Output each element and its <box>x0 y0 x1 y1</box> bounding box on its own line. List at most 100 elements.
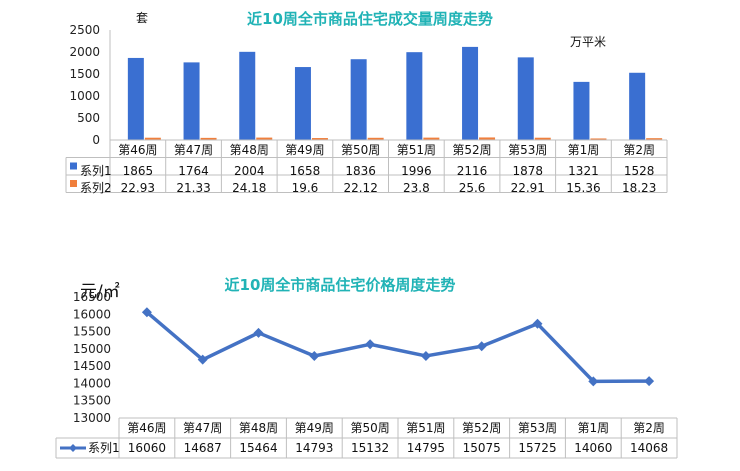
x-tick-label: 第52周 <box>462 421 501 435</box>
chart-title: 近10周全市商品住宅成交量周度走势 <box>247 10 493 28</box>
legend-key-series2 <box>70 180 77 187</box>
y-tick-label: 1500 <box>69 67 100 81</box>
data-label-series1: 1836 <box>345 164 376 178</box>
bar-series2 <box>200 137 217 140</box>
series1-point <box>253 327 264 338</box>
price-chart: 近10周全市商品住宅价格周度走势 元/㎡ 13000 13500 14000 14500 1… <box>55 276 678 459</box>
bar-series1 <box>629 72 646 140</box>
series1-line <box>145 310 650 384</box>
data-label-series2: 25.6 <box>459 181 486 195</box>
x-tick-label: 第53周 <box>518 421 557 435</box>
data-label-series1: 15725 <box>518 441 556 455</box>
data-label-series1: 15132 <box>351 441 389 455</box>
x-tick-label: 第2周 <box>623 143 655 157</box>
series1-point <box>420 350 431 361</box>
x-tick-label: 第49周 <box>295 421 334 435</box>
bar-series2 <box>646 138 663 140</box>
y-tick-label: 14500 <box>73 359 111 373</box>
y-tick-label: 15500 <box>73 325 111 339</box>
data-label-series2: 21.33 <box>176 181 210 195</box>
x-tick-label: 第50周 <box>341 143 380 157</box>
x-tick-label: 第53周 <box>508 143 547 157</box>
bar-series1 <box>462 46 479 141</box>
bar-series2 <box>256 137 273 140</box>
series1-point <box>476 341 487 352</box>
data-label-series2: 22.93 <box>121 181 155 195</box>
bar-series2 <box>423 137 440 140</box>
bar-series1 <box>573 81 590 140</box>
data-label-series1: 1996 <box>401 164 432 178</box>
y-tick-label: 15000 <box>73 342 111 356</box>
y-tick-label: 1000 <box>69 89 100 103</box>
y-tick-label: 2500 <box>69 23 100 37</box>
y-tick-label: 13500 <box>73 394 111 408</box>
data-label-series1: 1528 <box>624 164 655 178</box>
series1-point <box>309 351 320 362</box>
data-label-series1: 1658 <box>290 164 321 178</box>
bar-series2 <box>311 138 328 140</box>
unit-left-label: 套 <box>136 11 148 25</box>
data-label-series1: 16060 <box>128 441 166 455</box>
data-label-series2: 18.23 <box>622 181 656 195</box>
y-tick-label: 16500 <box>73 290 111 304</box>
data-label-series1: 1865 <box>123 164 154 178</box>
x-tick-label: 第49周 <box>285 143 324 157</box>
series1-point <box>588 376 599 387</box>
bar-series1 <box>517 57 534 141</box>
x-tick-label: 第47周 <box>174 143 213 157</box>
data-label-series1: 14795 <box>407 441 445 455</box>
x-tick-label: 第50周 <box>350 421 389 435</box>
y-tick-label: 500 <box>77 111 100 125</box>
bar-series1 <box>406 52 423 141</box>
legend-key-series1 <box>70 162 77 170</box>
bar-series1 <box>127 57 144 140</box>
series1-point <box>644 376 655 387</box>
data-label-series1: 2004 <box>234 164 265 178</box>
y-tick-label: 2000 <box>69 45 100 59</box>
x-tick-label: 第52周 <box>452 143 491 157</box>
x-tick-label: 第51周 <box>397 143 436 157</box>
data-label-series2: 15.36 <box>566 181 600 195</box>
data-label-series1: 14687 <box>184 441 222 455</box>
unit-right-label: 万平米 <box>570 35 606 49</box>
data-label-series1: 1321 <box>568 164 599 178</box>
bar-series1 <box>183 62 200 140</box>
data-label-series1: 14068 <box>630 441 668 455</box>
data-label-series1: 14793 <box>295 441 333 455</box>
bar-series2 <box>479 137 496 140</box>
unit-left-label: 元/㎡ <box>80 282 120 302</box>
legend-marker-series1 <box>69 444 77 452</box>
y-tick-label: 14000 <box>73 376 111 390</box>
x-tick-label: 第46周 <box>127 421 166 435</box>
legend-label-series1: 系列1 <box>80 164 112 178</box>
x-tick-label: 第51周 <box>406 421 445 435</box>
x-tick-label: 第48周 <box>239 421 278 435</box>
x-tick-label: 第1周 <box>577 421 609 435</box>
data-label-series1: 15464 <box>239 441 277 455</box>
data-label-series2: 22.91 <box>511 181 545 195</box>
series1-point <box>141 307 152 318</box>
bar-series2 <box>367 137 384 140</box>
data-label-series1: 1764 <box>178 164 209 178</box>
bar-series1 <box>350 59 367 140</box>
bar-series2 <box>590 138 607 140</box>
bar-series2 <box>534 137 551 140</box>
x-tick-label: 第1周 <box>568 143 600 157</box>
data-label-series2: 24.18 <box>232 181 266 195</box>
series1-point <box>532 318 543 329</box>
data-label-series2: 22.12 <box>343 181 377 195</box>
chart-title: 近10周全市商品住宅价格周度走势 <box>225 276 456 294</box>
bar-series1 <box>239 51 256 140</box>
x-tick-label: 第46周 <box>118 143 157 157</box>
x-tick-label: 第2周 <box>633 421 665 435</box>
data-label-series1: 2116 <box>457 164 488 178</box>
y-tick-label: 13000 <box>73 411 111 425</box>
x-tick-label: 第47周 <box>183 421 222 435</box>
legend-label-series2: 系列2 <box>80 181 112 195</box>
data-label-series1: 15075 <box>463 441 501 455</box>
legend-label-series1: 系列1 <box>88 441 120 455</box>
data-label-series1: 1878 <box>512 164 543 178</box>
bar-series1 <box>294 67 311 140</box>
